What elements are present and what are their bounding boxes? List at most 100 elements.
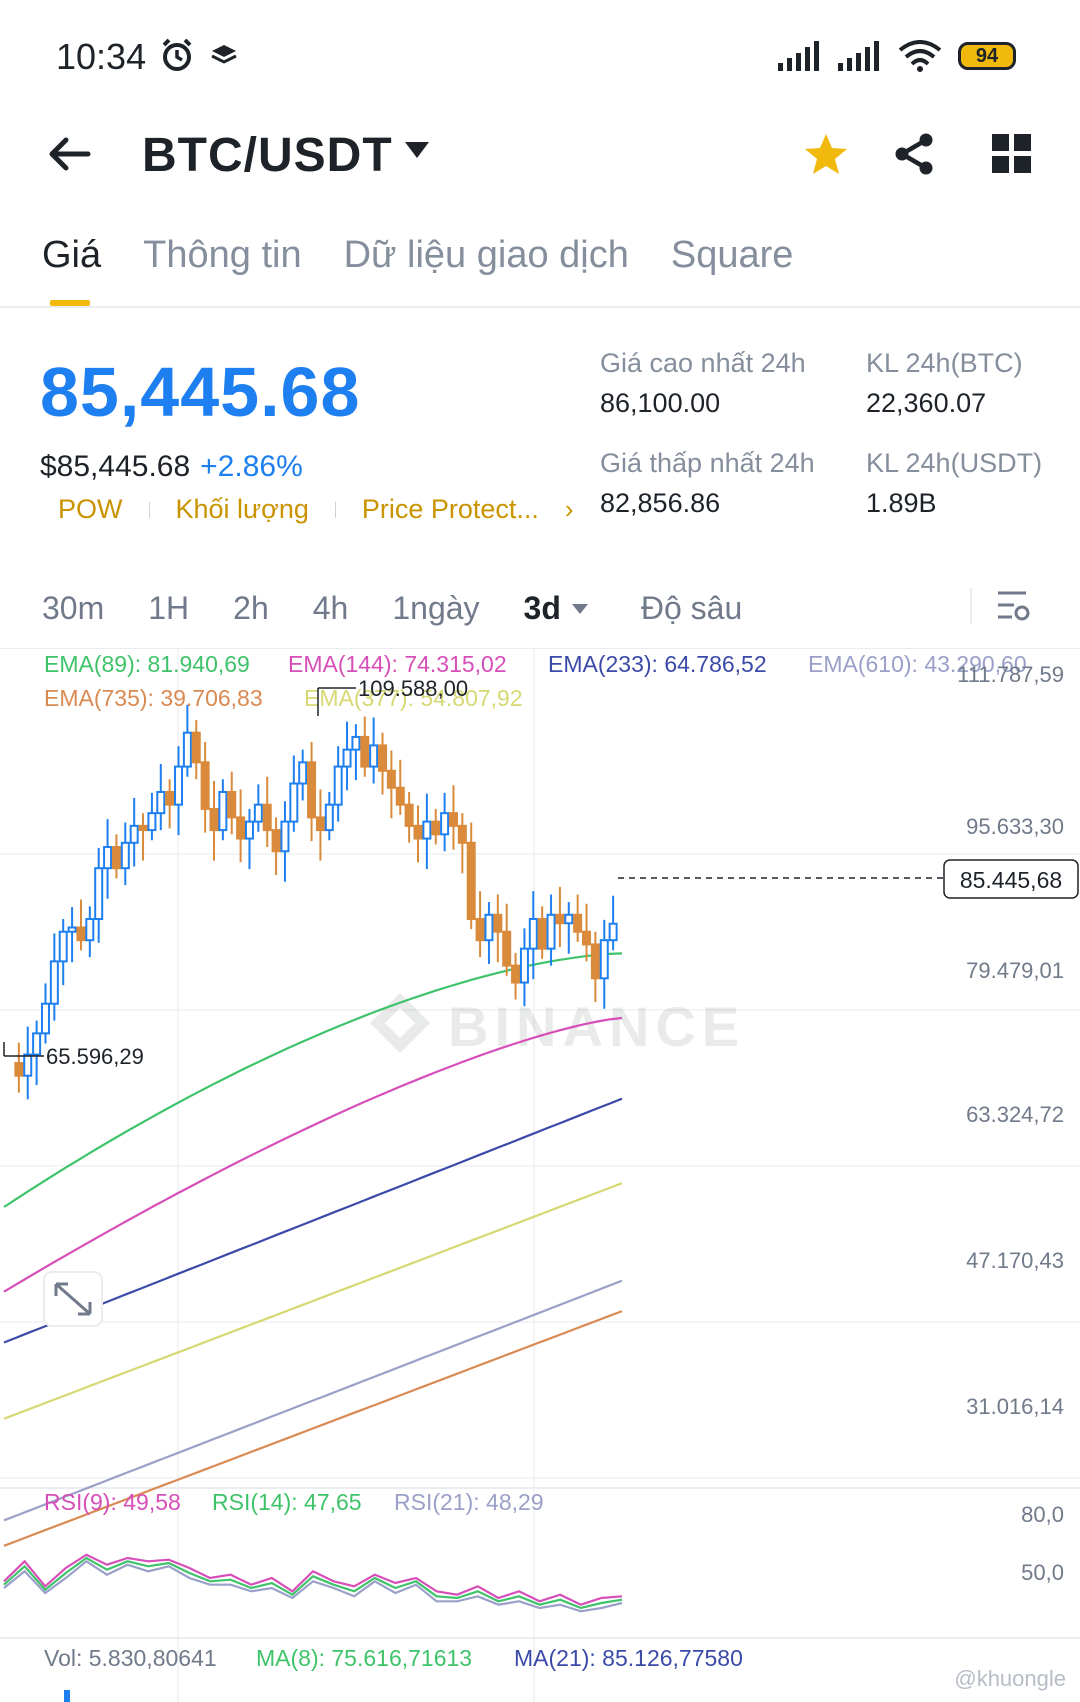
candle-body [76, 926, 86, 942]
status-left-icons [158, 36, 238, 74]
candle-body [129, 824, 139, 844]
candle-body [466, 841, 476, 921]
interval-3d[interactable]: 3d [523, 590, 561, 626]
candle-body [608, 922, 618, 942]
candle-body [546, 913, 556, 950]
candle-body [369, 744, 379, 768]
expand-icon [54, 1282, 92, 1316]
candle-body [227, 790, 237, 819]
candle-body [378, 744, 388, 772]
candle-body [271, 829, 281, 853]
candle-body [236, 816, 246, 840]
candle-body [280, 820, 290, 853]
favorite-star-icon[interactable] [800, 128, 852, 180]
rsi-legend-14: RSI(14): 47,65 [212, 1489, 362, 1515]
candle-body [590, 943, 600, 980]
tab-info[interactable]: Thông tin [143, 234, 302, 276]
candle-body [324, 803, 334, 832]
candle-body [537, 918, 547, 950]
candle-body [14, 1062, 24, 1077]
interval-30m[interactable]: 30m [42, 590, 105, 626]
grid-menu-icon[interactable] [986, 128, 1038, 180]
tag-divider [148, 501, 150, 518]
ema-legend-144: EMA(144): 74.315,02 [288, 651, 507, 677]
high-24h-value: 86,100.00 [600, 388, 721, 418]
candle-body [120, 841, 130, 870]
candle-body [528, 918, 538, 950]
chevron-down-icon[interactable] [571, 602, 589, 616]
interval-1d[interactable]: 1ngày [392, 590, 480, 626]
interval-4h[interactable]: 4h [312, 590, 349, 626]
ema-line-2 [3, 1097, 623, 1344]
interval-divider [970, 588, 972, 624]
volume-bar [64, 1690, 70, 1702]
signal-icon [778, 41, 819, 71]
vol-ma21-legend: MA(21): 85.126,77580 [514, 1645, 743, 1671]
chart-settings-icon[interactable] [996, 588, 1032, 624]
candle-body [298, 761, 308, 785]
ema-line-1 [3, 1016, 623, 1293]
rsi-axis-50: 50,0 [1021, 1560, 1064, 1585]
vol-legend: Vol: 5.830,80641 [44, 1645, 217, 1671]
candle-body [253, 803, 263, 823]
rsi-line-0 [3, 1553, 623, 1606]
candle-body [360, 735, 370, 768]
price-chart[interactable]: BINANCE EMA(89): 81.940,69 EMA(144): 74.… [0, 648, 1080, 1702]
status-time: 10:34 [56, 36, 147, 77]
candle-body [493, 913, 503, 933]
low-marker-label: 65.596,29 [46, 1044, 144, 1069]
interval-2h[interactable]: 2h [233, 590, 269, 626]
ema-legend-233: EMA(233): 64.786,52 [548, 651, 767, 677]
axis-label-5: 47.170,43 [966, 1248, 1064, 1273]
rsi-line-1 [3, 1556, 623, 1610]
last-price-tag-label: 85.445,68 [960, 867, 1062, 893]
candles [14, 704, 618, 1100]
chevron-down-icon[interactable] [404, 140, 430, 160]
last-price: 85,445.68 [40, 353, 361, 431]
rsi-lines [3, 1553, 623, 1613]
candle-body [111, 846, 121, 870]
tab-price[interactable]: Giá [42, 234, 102, 306]
candle-body [448, 812, 458, 827]
candle-body [573, 913, 583, 933]
candle-body [582, 930, 592, 946]
candle-body [23, 1053, 33, 1077]
chevron-right-icon[interactable]: › [564, 494, 574, 524]
candle-body [138, 824, 148, 832]
pair-title[interactable]: BTC/USDT [142, 129, 393, 182]
candle-body [49, 960, 59, 1005]
rsi-axis-80: 80,0 [1021, 1502, 1064, 1527]
candle-body [191, 731, 201, 764]
candle-body [209, 807, 219, 832]
candle-body [40, 1002, 50, 1035]
candle-body [413, 824, 423, 840]
watermark-text: BINANCE [448, 995, 745, 1058]
low-24h-label: Giá thấp nhất 24h [600, 448, 815, 478]
tabs-divider [0, 306, 1080, 308]
tag-pow[interactable]: POW [58, 494, 123, 524]
share-icon[interactable] [888, 128, 940, 180]
ema-lines [3, 952, 623, 1547]
battery-icon: 94 [958, 42, 1016, 70]
candle-body [511, 964, 521, 984]
ema-line-5 [3, 1310, 623, 1547]
candle-body [182, 731, 192, 768]
interval-depth[interactable]: Độ sâu [640, 590, 743, 626]
candle-body [58, 930, 68, 963]
candle-body [315, 816, 325, 832]
candle-body [431, 820, 441, 836]
back-arrow-icon[interactable] [44, 128, 96, 180]
candle-body [475, 918, 485, 942]
candle-body [85, 918, 95, 942]
expand-chart-button[interactable] [43, 1271, 103, 1327]
binance-watermark: BINANCE [370, 993, 745, 1058]
tab-square[interactable]: Square [670, 234, 794, 276]
interval-1h[interactable]: 1H [148, 590, 190, 626]
candle-body [103, 846, 113, 870]
axis-label-2: 95.633,30 [966, 814, 1064, 839]
low-marker: 65.596,29 [3, 1042, 144, 1069]
tag-price-protect[interactable]: Price Protect... [361, 494, 539, 524]
tag-volume[interactable]: Khối lượng [175, 494, 309, 524]
tab-trading-data[interactable]: Dữ liệu giao dịch [343, 234, 629, 276]
rsi-legend-9: RSI(9): 49,58 [44, 1489, 181, 1515]
